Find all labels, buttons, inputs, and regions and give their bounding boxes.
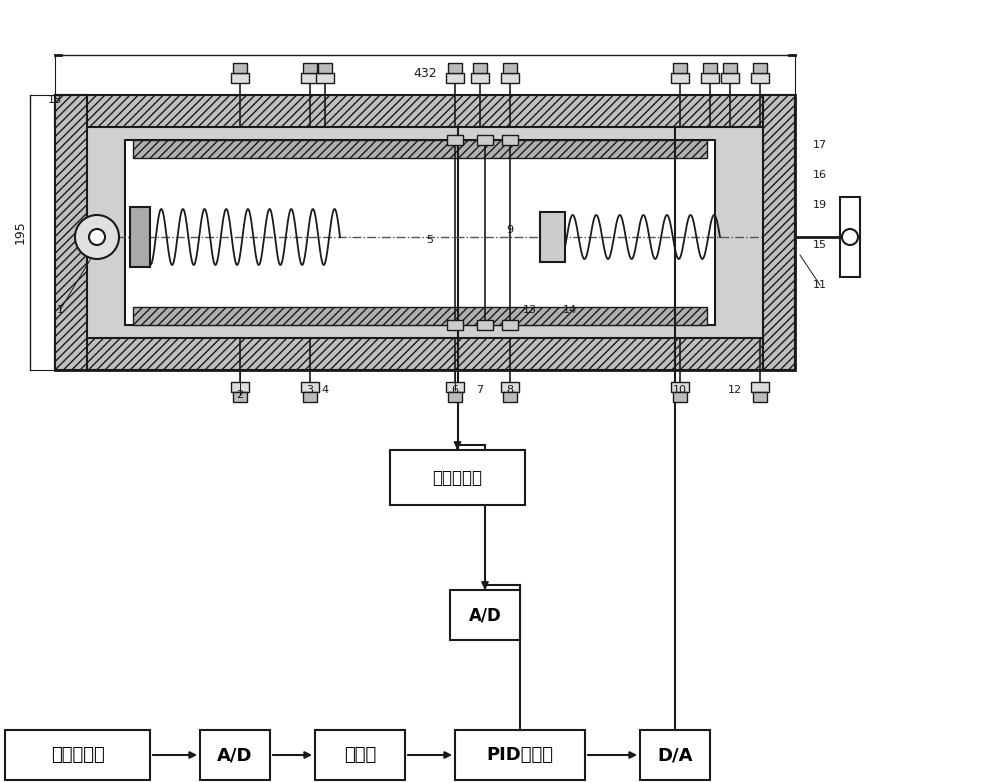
Text: 17: 17 (813, 140, 827, 150)
Bar (721, 73, 739, 83)
Bar (503, 392, 517, 402)
Circle shape (89, 229, 105, 245)
Text: 2: 2 (236, 390, 244, 400)
Circle shape (75, 215, 119, 259)
Bar (303, 392, 317, 402)
Text: 8: 8 (506, 385, 514, 395)
Bar (503, 63, 517, 73)
Bar (231, 382, 249, 392)
Bar (447, 320, 463, 330)
Bar (477, 135, 493, 145)
Bar (55, 95, 795, 127)
Bar (671, 382, 689, 392)
Bar (200, 730, 270, 780)
Text: D/A: D/A (657, 746, 693, 764)
Text: 432: 432 (413, 67, 437, 80)
Bar (318, 63, 332, 73)
Bar (473, 63, 487, 73)
Bar (446, 382, 464, 392)
Bar (5, 730, 150, 780)
Text: 3: 3 (306, 385, 314, 395)
Bar (301, 73, 319, 83)
Bar (840, 197, 860, 277)
Bar (455, 730, 585, 780)
Bar (502, 135, 518, 145)
Text: 12: 12 (728, 385, 742, 395)
Bar (502, 320, 518, 330)
Text: 14: 14 (563, 305, 577, 315)
Bar (753, 63, 767, 73)
Circle shape (842, 229, 858, 245)
Bar (448, 392, 462, 402)
Bar (671, 73, 689, 83)
Text: 195: 195 (14, 221, 26, 244)
Bar (471, 73, 489, 83)
Bar (390, 450, 525, 505)
Text: 15: 15 (813, 240, 827, 250)
Bar (673, 63, 687, 73)
Bar (477, 320, 493, 330)
Bar (753, 392, 767, 402)
Bar (301, 382, 319, 392)
Bar (303, 63, 317, 73)
Bar (640, 730, 710, 780)
Text: 19: 19 (813, 200, 827, 210)
Bar (446, 73, 464, 83)
Bar (701, 73, 719, 83)
Bar (540, 212, 565, 262)
Text: 4: 4 (321, 385, 329, 395)
Text: PID控制器: PID控制器 (486, 746, 554, 764)
Bar (751, 382, 769, 392)
Text: A/D: A/D (469, 606, 501, 624)
Bar (55, 95, 795, 370)
Bar (448, 63, 462, 73)
Bar (447, 135, 463, 145)
Text: 7: 7 (476, 385, 484, 395)
Text: 计算机: 计算机 (344, 746, 376, 764)
Text: 16: 16 (813, 170, 827, 180)
Bar (231, 73, 249, 83)
Bar (316, 73, 334, 83)
Text: 电压传感器: 电压传感器 (432, 468, 482, 486)
Text: 5: 5 (426, 235, 434, 245)
Bar (450, 590, 520, 640)
Bar (233, 392, 247, 402)
Bar (723, 63, 737, 73)
Bar (703, 63, 717, 73)
Bar (133, 140, 707, 158)
Bar (673, 392, 687, 402)
Text: 6: 6 (452, 385, 458, 395)
Bar (133, 307, 707, 325)
Text: 18: 18 (48, 95, 62, 105)
Bar (751, 73, 769, 83)
Bar (501, 73, 519, 83)
Bar (55, 95, 87, 370)
Bar (233, 63, 247, 73)
Text: 1: 1 (56, 305, 64, 315)
Bar (501, 382, 519, 392)
Bar (130, 207, 150, 267)
Text: A/D: A/D (217, 746, 253, 764)
Bar (125, 140, 715, 325)
Bar (763, 95, 795, 370)
Text: 位移传感器: 位移传感器 (51, 746, 104, 764)
Bar (315, 730, 405, 780)
Text: 13: 13 (523, 305, 537, 315)
Text: 10: 10 (673, 385, 687, 395)
Text: 9: 9 (506, 225, 514, 235)
Text: 11: 11 (813, 280, 827, 290)
Bar (55, 338, 795, 370)
